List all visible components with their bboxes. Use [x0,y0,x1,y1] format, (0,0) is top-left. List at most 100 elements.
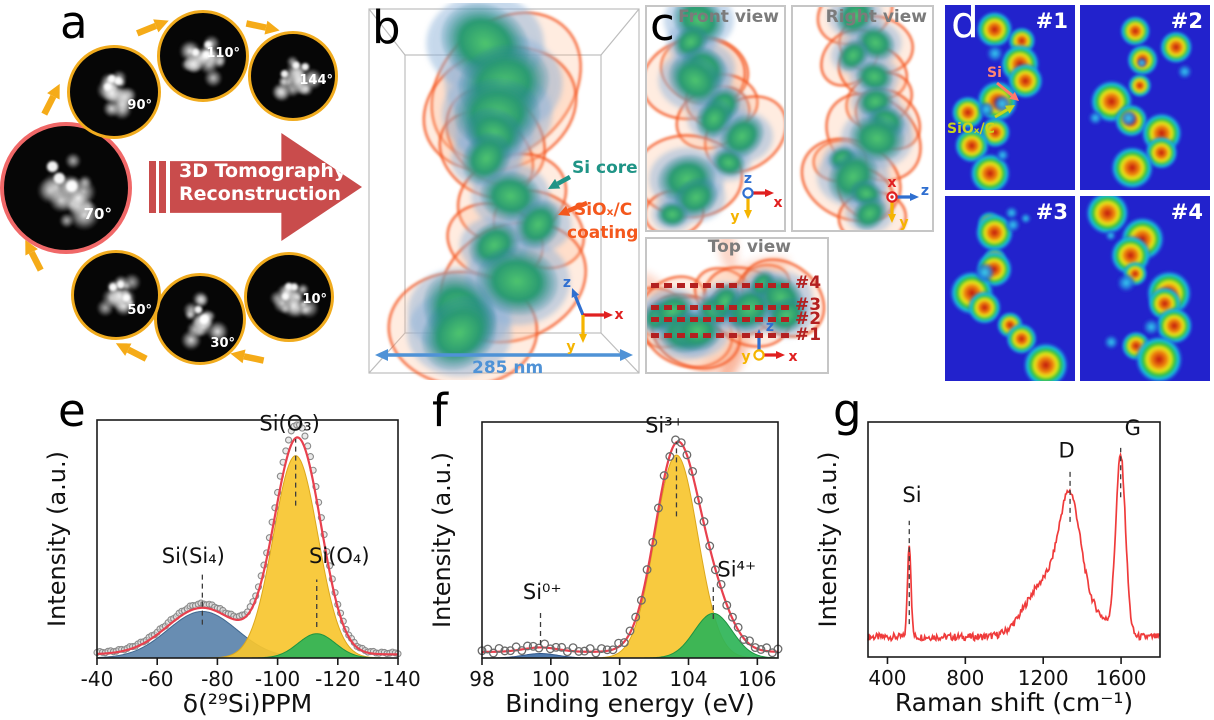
svg-text:y: y [566,339,575,355]
svg-text:Si³⁺: Si³⁺ [645,414,684,438]
slice-number: #2 [1170,9,1203,33]
slice-label-4: #4 [795,273,822,293]
svg-text:1600: 1600 [1096,666,1147,690]
tilt-image-10deg: 10° [244,252,334,342]
top-view-title: Top view [707,237,791,257]
svg-text:z: z [921,183,929,199]
banner-stripe [159,161,166,213]
si-core-label: Si core [572,158,638,178]
svg-text:1200: 1200 [1018,666,1069,690]
tilt-angle-label: 50° [127,303,152,318]
panel-letter-g: g [833,384,862,437]
svg-text:z: z [744,171,752,187]
panel-letter-b: b [372,1,401,54]
tomography-arrow-banner: 3D Tomography Reconstruction [170,133,362,241]
tilt-image-70deg: 70° [0,122,132,254]
svg-text:x: x [887,175,896,191]
svg-text:-40: -40 [81,667,114,691]
svg-text:y: y [899,215,908,230]
slice-number: #3 [1035,200,1068,224]
slice-label-2: #2 [795,309,822,329]
svg-text:Binding energy (eV): Binding energy (eV) [505,689,754,718]
tilt-image-30deg: 30° [154,273,246,365]
svg-text:102: 102 [601,667,639,691]
panel-letter-f: f [432,384,448,437]
svg-text:δ(²⁹Si)PPM: δ(²⁹Si)PPM [183,689,312,718]
svg-text:z: z [766,319,774,335]
svg-text:Si(O₃): Si(O₃) [259,412,320,436]
scale-bar-label: 285 nm [472,358,544,378]
svg-text:400: 400 [868,666,906,690]
svg-text:Raman shift (cm⁻¹): Raman shift (cm⁻¹) [895,688,1133,717]
slice-number: #4 [1170,200,1203,224]
slice-line-4 [651,283,793,288]
right-view-box: x z y Right view [791,5,934,232]
tilt-image-144deg: 144° [248,31,338,121]
svg-text:Si⁴⁺: Si⁴⁺ [717,558,756,582]
heatmap-slice-4: #4 [1080,196,1210,381]
panel-letter-a: a [60,0,88,49]
coating-label-line1: SiOₓ/C [574,200,633,220]
panel-b-reconstruction: z x y [365,3,643,380]
svg-text:Si: Si [902,483,921,507]
slice-number: #1 [1035,9,1068,33]
svg-text:100: 100 [532,667,570,691]
svg-text:Si(Si₄): Si(Si₄) [162,544,225,568]
slice-line-1 [651,333,793,338]
svg-text:106: 106 [738,667,776,691]
svg-text:800: 800 [946,666,984,690]
front-view-title: Front view [678,7,779,27]
svg-text:x: x [788,349,797,365]
tilt-angle-label: 90° [127,98,152,113]
coating-annotation: SiOₓ/C [947,121,995,137]
svg-text:z: z [563,275,571,291]
tilt-angle-label: 10° [302,292,327,307]
tilt-angle-label: 30° [210,336,235,351]
slice-label-1: #1 [795,325,822,345]
svg-text:Si⁰⁺: Si⁰⁺ [523,580,562,604]
svg-text:G: G [1125,416,1141,440]
coating-label-line2: coating [567,223,639,243]
reconstruction-3d-render: z x y [368,3,640,380]
heatmap-slice-2: #2 [1080,5,1210,190]
svg-text:x: x [614,307,623,323]
banner-stripe [149,161,156,213]
tilt-angle-label: 70° [83,205,112,223]
slice-line-2 [651,317,793,322]
svg-text:Intensity (a.u.): Intensity (a.u.) [43,451,71,627]
tilt-image-50deg: 50° [71,250,161,340]
tilt-image-90deg: 90° [67,45,161,139]
svg-text:-100: -100 [255,667,300,691]
svg-text:-80: -80 [201,667,234,691]
tilt-image-110deg: 110° [157,10,249,102]
si-annotation: Si [987,65,1002,81]
nmr-spectrum-chart: Si(Si₄) Si(O₃) Si(O₄) -40 -60 -80 -100 -120 -140… [43,412,420,718]
svg-text:Intensity (a.u.): Intensity (a.u.) [428,452,456,628]
banner-text-line1: 3D Tomography [179,160,347,182]
svg-text:-140: -140 [375,667,420,691]
svg-text:x: x [773,195,782,211]
tilt-angle-label: 144° [299,73,333,88]
slice-line-3 [651,305,793,310]
tilt-angle-label: 110° [206,46,240,61]
panel-a-tilt-series: 10° 30° 50° 70° 90° 110° 144° 3D Tomogra… [0,0,363,383]
right-view-title: Right view [825,7,927,27]
svg-text:-120: -120 [315,667,360,691]
panel-letter-e: e [58,384,86,437]
svg-text:Si(O₄): Si(O₄) [309,544,370,568]
svg-text:Intensity (a.u.): Intensity (a.u.) [814,452,842,628]
heatmap-slice-3: #3 [945,196,1075,381]
banner-text-line2: Reconstruction [179,183,342,205]
svg-text:104: 104 [669,667,707,691]
svg-text:y: y [730,209,739,225]
svg-text:98: 98 [469,667,494,691]
svg-text:D: D [1058,438,1074,462]
svg-text:-60: -60 [141,667,174,691]
slice-label-3: #3 [795,295,822,315]
front-view-box: z x y Front view [645,5,786,232]
panel-letter-d: d [951,5,979,48]
